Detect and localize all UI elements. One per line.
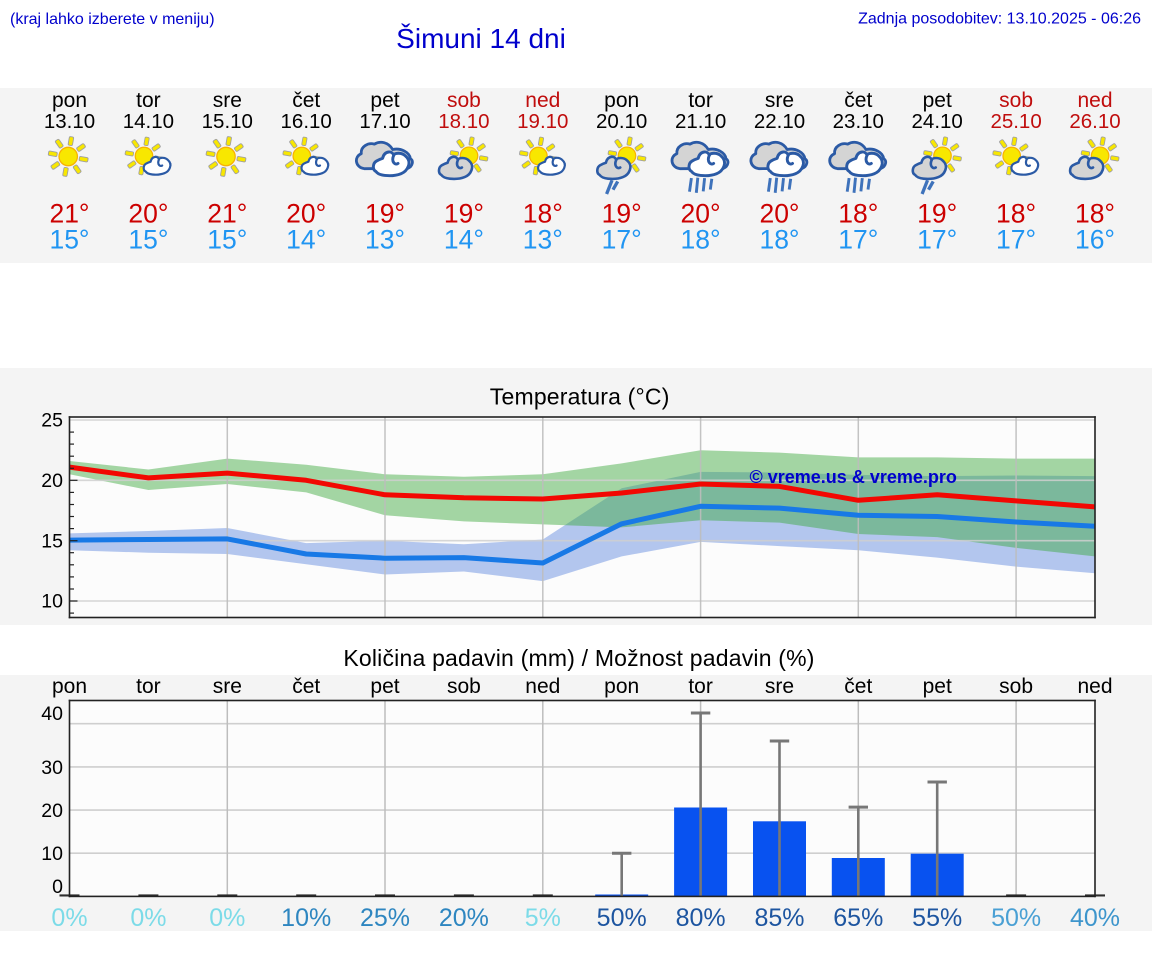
svg-text:13°: 13° — [523, 224, 563, 254]
svg-text:19°: 19° — [917, 198, 957, 228]
svg-text:čet: čet — [292, 89, 320, 112]
svg-text:0%: 0% — [209, 904, 245, 932]
svg-text:20: 20 — [41, 800, 63, 822]
svg-text:pon: pon — [52, 89, 87, 112]
svg-text:sob: sob — [999, 675, 1033, 698]
svg-text:21.10: 21.10 — [675, 110, 726, 133]
svg-text:26.10: 26.10 — [1069, 110, 1120, 133]
svg-text:55%: 55% — [912, 904, 962, 932]
svg-text:13.10: 13.10 — [44, 110, 95, 133]
svg-text:20.10: 20.10 — [596, 110, 647, 133]
svg-text:16.10: 16.10 — [281, 110, 332, 133]
svg-text:10%: 10% — [281, 904, 331, 932]
svg-text:18°: 18° — [1075, 198, 1115, 228]
svg-text:18°: 18° — [838, 198, 878, 228]
svg-text:10: 10 — [41, 843, 63, 865]
svg-text:19°: 19° — [365, 198, 405, 228]
svg-text:čet: čet — [844, 675, 872, 698]
svg-text:© vreme.us & vreme.pro: © vreme.us & vreme.pro — [750, 467, 957, 487]
svg-text:sob: sob — [447, 89, 481, 112]
svg-text:40%: 40% — [1070, 904, 1120, 932]
svg-text:pet: pet — [923, 675, 952, 698]
svg-text:čet: čet — [844, 89, 872, 112]
svg-text:20°: 20° — [759, 198, 799, 228]
svg-text:Temperatura (°C): Temperatura (°C) — [490, 384, 670, 410]
svg-text:18°: 18° — [523, 198, 563, 228]
svg-text:18°: 18° — [996, 198, 1036, 228]
svg-text:14.10: 14.10 — [123, 110, 174, 133]
svg-text:17°: 17° — [838, 224, 878, 254]
svg-text:tor: tor — [688, 675, 713, 698]
svg-text:10: 10 — [41, 591, 63, 613]
svg-text:22.10: 22.10 — [754, 110, 805, 133]
svg-text:21°: 21° — [207, 198, 247, 228]
svg-text:pet: pet — [370, 89, 399, 112]
svg-text:sre: sre — [213, 675, 242, 698]
svg-text:sre: sre — [765, 89, 794, 112]
svg-text:40: 40 — [41, 703, 63, 725]
svg-text:pon: pon — [52, 675, 87, 698]
svg-text:17.10: 17.10 — [359, 110, 410, 133]
svg-text:17°: 17° — [996, 224, 1036, 254]
svg-text:24.10: 24.10 — [912, 110, 963, 133]
svg-text:Šimuni 14 dni: Šimuni 14 dni — [396, 23, 566, 54]
svg-text:pon: pon — [604, 89, 639, 112]
svg-text:13°: 13° — [365, 224, 405, 254]
svg-text:14°: 14° — [286, 224, 326, 254]
svg-text:20°: 20° — [128, 198, 168, 228]
svg-text:(kraj lahko izberete v meniju): (kraj lahko izberete v meniju) — [10, 11, 215, 28]
svg-text:čet: čet — [292, 675, 320, 698]
svg-text:25.10: 25.10 — [990, 110, 1041, 133]
svg-text:ned: ned — [525, 89, 560, 112]
svg-text:23.10: 23.10 — [833, 110, 884, 133]
svg-text:19°: 19° — [444, 198, 484, 228]
svg-text:15°: 15° — [207, 224, 247, 254]
svg-text:20°: 20° — [286, 198, 326, 228]
svg-text:30: 30 — [41, 757, 63, 779]
svg-text:pon: pon — [604, 675, 639, 698]
svg-text:18°: 18° — [759, 224, 799, 254]
svg-text:15°: 15° — [49, 224, 89, 254]
svg-text:5%: 5% — [525, 904, 561, 932]
svg-text:21°: 21° — [49, 198, 89, 228]
svg-text:sob: sob — [447, 675, 481, 698]
svg-text:19°: 19° — [602, 198, 642, 228]
svg-text:50%: 50% — [991, 904, 1041, 932]
svg-text:tor: tor — [688, 89, 713, 112]
svg-text:80%: 80% — [676, 904, 726, 932]
svg-text:25: 25 — [41, 410, 63, 432]
svg-text:17°: 17° — [602, 224, 642, 254]
svg-text:sob: sob — [999, 89, 1033, 112]
svg-text:ned: ned — [1077, 89, 1112, 112]
svg-text:18°: 18° — [681, 224, 721, 254]
svg-text:15.10: 15.10 — [202, 110, 253, 133]
svg-text:tor: tor — [136, 89, 161, 112]
svg-text:15°: 15° — [128, 224, 168, 254]
svg-text:Količina padavin (mm) / Možnos: Količina padavin (mm) / Možnost padavin … — [343, 645, 814, 671]
svg-text:tor: tor — [136, 675, 161, 698]
svg-text:17°: 17° — [917, 224, 957, 254]
svg-text:65%: 65% — [833, 904, 883, 932]
svg-text:sre: sre — [765, 675, 794, 698]
svg-text:20°: 20° — [681, 198, 721, 228]
svg-text:0%: 0% — [130, 904, 166, 932]
svg-text:0%: 0% — [51, 904, 87, 932]
svg-text:ned: ned — [525, 675, 560, 698]
svg-text:19.10: 19.10 — [517, 110, 568, 133]
svg-text:85%: 85% — [754, 904, 804, 932]
svg-text:25%: 25% — [360, 904, 410, 932]
svg-text:20: 20 — [41, 470, 63, 492]
svg-text:14°: 14° — [444, 224, 484, 254]
svg-text:0: 0 — [52, 876, 63, 898]
svg-text:15: 15 — [41, 530, 63, 552]
svg-text:sre: sre — [213, 89, 242, 112]
svg-text:Zadnja posodobitev: 13.10.2025: Zadnja posodobitev: 13.10.2025 - 06:26 — [858, 11, 1141, 28]
svg-text:pet: pet — [923, 89, 952, 112]
svg-text:16°: 16° — [1075, 224, 1115, 254]
svg-text:50%: 50% — [597, 904, 647, 932]
svg-text:ned: ned — [1077, 675, 1112, 698]
svg-text:18.10: 18.10 — [438, 110, 489, 133]
svg-text:pet: pet — [370, 675, 399, 698]
svg-text:20%: 20% — [439, 904, 489, 932]
